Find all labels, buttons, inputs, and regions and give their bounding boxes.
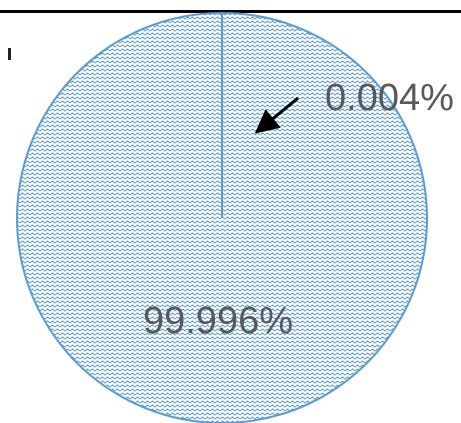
top-border-line xyxy=(0,10,461,13)
slice-label-large: 99.996% xyxy=(143,300,293,342)
label-arrow xyxy=(254,96,299,134)
pie-slices xyxy=(16,11,429,423)
left-edge-mark xyxy=(8,48,11,60)
slice-label-small: 0.004% xyxy=(325,77,454,119)
